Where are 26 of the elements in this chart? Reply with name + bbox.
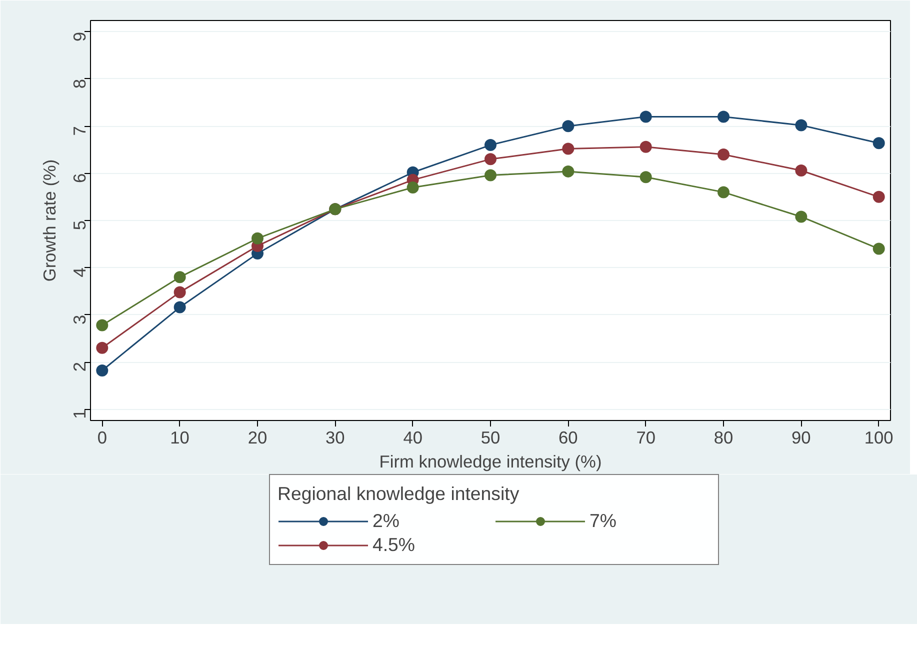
x-tick-label: 70 — [636, 428, 656, 448]
x-tick-label: 20 — [248, 428, 268, 448]
y-tick-label: 5 — [70, 220, 90, 230]
x-tick-label: 40 — [403, 428, 422, 448]
y-tick-label: 8 — [70, 78, 90, 89]
x-tick-label: 90 — [792, 428, 811, 448]
legend-label: 4.5% — [372, 534, 416, 556]
y-tick-label: 3 — [70, 314, 90, 324]
y-tick-label: 1 — [70, 409, 90, 419]
y-axis-title: Growth rate (%) — [40, 159, 60, 282]
x-tick-label: 50 — [480, 428, 500, 448]
x-tick-label: 30 — [326, 428, 345, 448]
legend-title: Regional knowledge intensity — [278, 483, 520, 505]
x-tick-label: 0 — [97, 428, 107, 448]
y-tick-label: 2 — [70, 362, 90, 372]
y-tick-label: 4 — [70, 267, 90, 278]
legend-label: 7% — [590, 510, 618, 532]
y-tick-label: 9 — [70, 32, 90, 42]
legend-label: 2% — [372, 510, 400, 532]
x-tick-label: 80 — [714, 428, 734, 448]
x-tick-label: 100 — [864, 428, 894, 448]
x-axis-title: Firm knowledge intensity (%) — [379, 452, 602, 472]
y-tick-label: 6 — [70, 173, 90, 183]
y-tick-label: 7 — [70, 126, 90, 136]
x-tick-label: 60 — [558, 428, 578, 448]
x-tick-label: 10 — [170, 428, 190, 448]
